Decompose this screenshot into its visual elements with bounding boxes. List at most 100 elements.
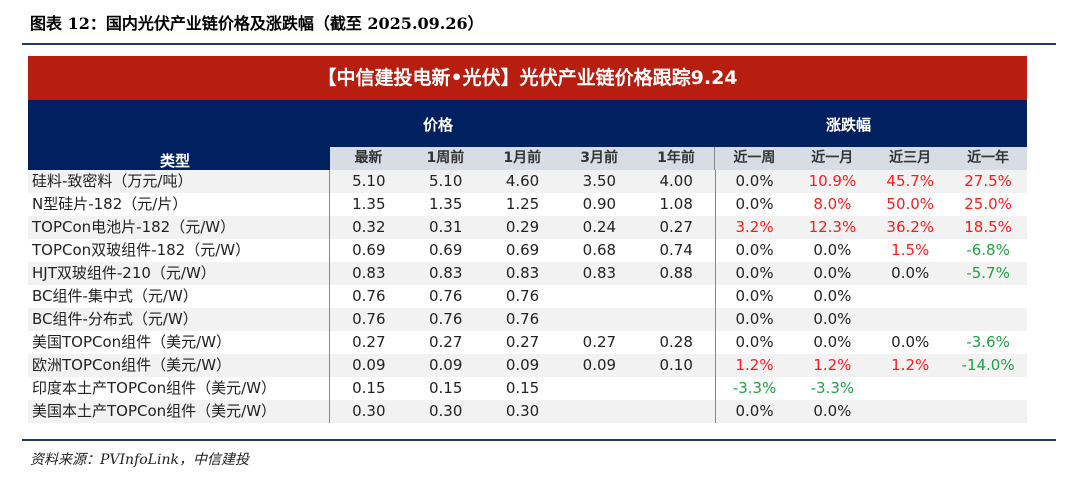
change-cell — [949, 285, 1027, 308]
table-banner: 【中信建投电新•光伏】光伏产业链价格跟踪9.24 — [28, 56, 1027, 100]
price-cell: 1.35 — [428, 195, 463, 213]
table-body: 硅料-致密料（万元/吨） 5.10 5.10 4.60 3.50 4.00 0.0% 10.9… — [28, 170, 1027, 423]
table-row: 美国TOPCon组件（美元/W） 0.27 0.27 0.27 0.27 0.28 0.0%… — [28, 331, 1027, 354]
change-cell — [871, 285, 949, 308]
change-cell: 10.9% — [808, 172, 857, 190]
type-header: 类型 — [160, 152, 191, 170]
price-cell: 1.35 — [329, 193, 407, 216]
table-row: 美国本土产TOPCon组件（美元/W） 0.30 0.30 0.30 0.0% 0.0% — [28, 400, 1027, 423]
price-cell: 0.76 — [505, 310, 540, 328]
change-cell: 0.0% — [714, 400, 794, 423]
price-cell: 0.09 — [505, 356, 540, 374]
change-cell: 1.5% — [891, 241, 930, 259]
column-header: 近一年 — [967, 150, 1010, 166]
table-header: 价格 涨跌幅 类型 最新 1周前 1月前 3月前 1年前 近一周 近一月 近三月 近一年 — [28, 100, 1027, 170]
change-cell: 0.0% — [714, 331, 794, 354]
change-cell — [871, 377, 949, 400]
change-cell: -3.3% — [810, 379, 855, 397]
price-cell: 0.15 — [428, 379, 463, 397]
price-cell: 0.30 — [428, 402, 463, 420]
price-cell: 0.69 — [329, 239, 407, 262]
row-label: 印度本土产TOPCon组件（美元/W） — [32, 379, 277, 397]
change-cell: 0.0% — [891, 333, 930, 351]
table-row: HJT双玻组件-210（元/W） 0.83 0.83 0.83 0.83 0.88 0.0%… — [28, 262, 1027, 285]
row-label: TOPCon电池片-182（元/W） — [32, 218, 236, 236]
row-label: 欧洲TOPCon组件（美元/W） — [32, 356, 232, 374]
change-cell: 27.5% — [964, 172, 1012, 190]
price-cell: 1.25 — [505, 195, 540, 213]
price-cell — [561, 400, 638, 423]
price-cell: 0.90 — [582, 195, 617, 213]
change-cell: -5.7% — [966, 264, 1010, 282]
price-cell: 0.83 — [582, 264, 617, 282]
price-cell: 0.09 — [428, 356, 463, 374]
top-divider — [22, 43, 1056, 45]
column-header: 近三月 — [889, 150, 932, 166]
change-cell: 0.0% — [714, 262, 794, 285]
price-cell: 4.00 — [659, 172, 693, 190]
price-cell: 0.29 — [505, 218, 540, 236]
price-cell: 0.27 — [505, 333, 540, 351]
price-cell: 0.74 — [659, 241, 693, 259]
source-note: 资料来源：PVInfoLink，中信建投 — [30, 452, 249, 468]
price-cell: 0.76 — [428, 310, 463, 328]
price-cell — [638, 285, 715, 308]
price-cell: 0.83 — [505, 264, 540, 282]
change-cell: 0.0% — [813, 287, 852, 305]
change-cell: 25.0% — [964, 195, 1012, 213]
price-cell: 0.27 — [659, 218, 693, 236]
change-cell — [949, 377, 1027, 400]
change-cell: 0.0% — [813, 264, 852, 282]
price-cell: 0.15 — [505, 379, 540, 397]
price-cell: 0.27 — [582, 333, 617, 351]
row-label: N型硅片-182（元/片） — [32, 195, 188, 213]
change-cell: -3.3% — [714, 377, 794, 400]
price-cell: 0.32 — [329, 216, 407, 239]
price-cell: 4.60 — [505, 172, 540, 190]
table-row: 硅料-致密料（万元/吨） 5.10 5.10 4.60 3.50 4.00 0.0% 10.9… — [28, 170, 1027, 193]
row-label: 美国TOPCon组件（美元/W） — [32, 333, 232, 351]
price-cell — [638, 377, 715, 400]
price-cell: 0.76 — [329, 308, 407, 331]
column-header: 1年前 — [657, 150, 695, 166]
change-cell: -6.8% — [966, 241, 1010, 259]
table-row: N型硅片-182（元/片） 1.35 1.35 1.25 0.90 1.08 0.0% 8.0… — [28, 193, 1027, 216]
change-cell: 8.0% — [813, 195, 852, 213]
figure-title: 图表 12：国内光伏产业链价格及涨跌幅（截至 2025.09.26） — [30, 14, 484, 33]
price-cell: 0.68 — [582, 241, 617, 259]
price-cell: 0.76 — [428, 287, 463, 305]
price-cell — [638, 400, 715, 423]
change-cell: 0.0% — [813, 241, 852, 259]
table-row: TOPCon电池片-182（元/W） 0.32 0.31 0.29 0.24 0.27 3.… — [28, 216, 1027, 239]
change-cell — [949, 400, 1027, 423]
change-cell: 0.0% — [813, 402, 852, 420]
change-cell: 1.2% — [891, 356, 930, 374]
price-cell: 0.09 — [582, 356, 617, 374]
price-cell: 0.83 — [329, 262, 407, 285]
column-headers: 最新 1周前 1月前 3月前 1年前 近一周 近一月 近三月 近一年 — [330, 147, 1027, 170]
change-cell: 3.2% — [714, 216, 794, 239]
price-cell: 0.24 — [582, 218, 617, 236]
change-cell: 0.0% — [714, 193, 794, 216]
change-cell: 45.7% — [886, 172, 935, 190]
column-header: 最新 — [354, 150, 383, 166]
column-header: 1周前 — [426, 150, 465, 166]
change-cell: 0.0% — [714, 170, 794, 193]
price-cell: 0.76 — [329, 285, 407, 308]
price-cell — [561, 285, 638, 308]
table-row: 印度本土产TOPCon组件（美元/W） 0.15 0.15 0.15 -3.3% -3.3… — [28, 377, 1027, 400]
price-cell: 0.15 — [329, 377, 407, 400]
change-cell: 12.3% — [808, 218, 857, 236]
price-cell: 0.30 — [329, 400, 407, 423]
price-cell: 5.10 — [428, 172, 463, 190]
table-row: BC组件-分布式（元/W） 0.76 0.76 0.76 0.0% 0.0% — [28, 308, 1027, 331]
change-cell: 1.2% — [813, 356, 852, 374]
price-cell: 1.08 — [659, 195, 693, 213]
price-cell: 0.27 — [329, 331, 407, 354]
column-header: 1月前 — [503, 150, 542, 166]
change-cell: 18.5% — [964, 218, 1012, 236]
price-cell: 0.76 — [505, 287, 540, 305]
change-cell — [871, 308, 949, 331]
change-cell: 0.0% — [714, 308, 794, 331]
price-cell: 0.31 — [428, 218, 463, 236]
